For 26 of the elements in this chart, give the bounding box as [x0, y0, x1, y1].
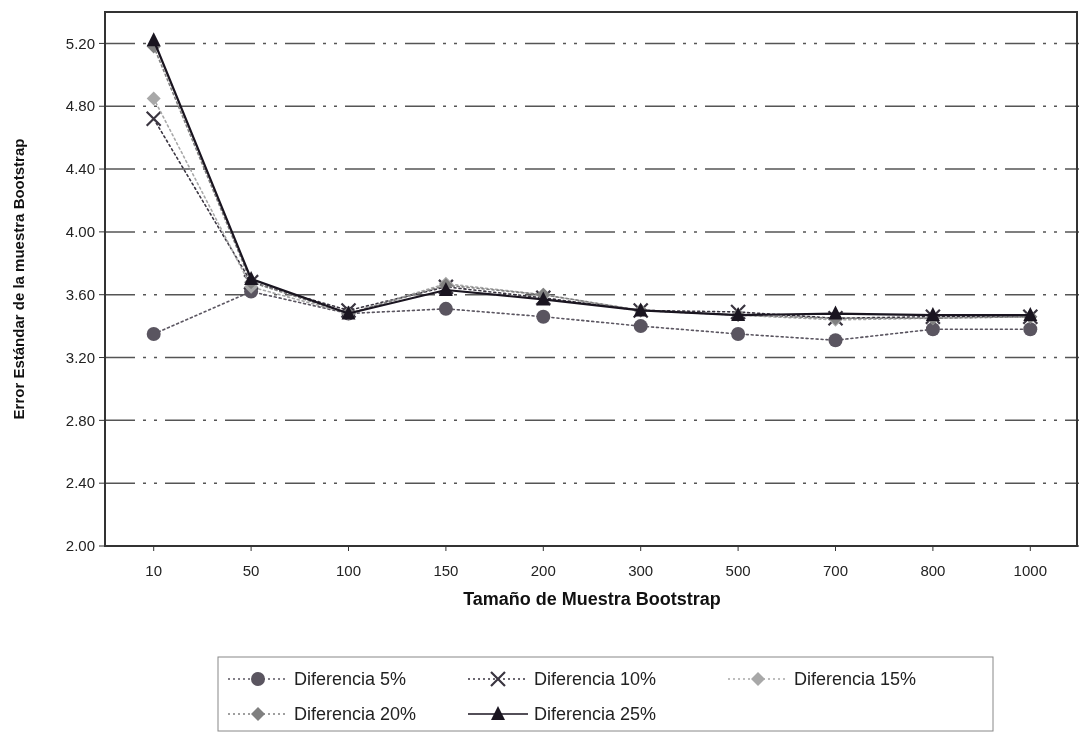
x-tick-label: 700: [822, 562, 849, 579]
y-tick-label: 4.00: [65, 223, 95, 241]
y-tick-label: 4.40: [65, 160, 95, 178]
x-tick-label: 800: [920, 562, 946, 579]
y-tick-label: 3.60: [65, 285, 95, 303]
y-tick-label: 4.80: [65, 97, 95, 115]
legend-label: Diferencia 15%: [794, 669, 917, 690]
legend-label: Diferencia 20%: [294, 704, 417, 725]
x-tick-label: 150: [433, 562, 459, 579]
y-tick-label: 2.40: [65, 474, 95, 492]
legend-label: Diferencia 25%: [534, 704, 657, 725]
y-tick-label: 5.20: [65, 34, 95, 52]
y-tick-label: 2.80: [65, 411, 95, 429]
x-tick-label: 300: [628, 562, 654, 579]
x-tick-label: 50: [242, 562, 260, 579]
legend-label: Diferencia 10%: [534, 669, 657, 690]
x-tick-label: 200: [530, 562, 556, 579]
y-axis-title: Error Estándar de la muestra Bootstrap: [10, 138, 27, 420]
x-tick-label: 100: [335, 562, 362, 579]
y-tick-label: 2.00: [65, 537, 95, 555]
x-tick-label: 10: [145, 562, 163, 579]
x-tick-label: 500: [725, 562, 751, 579]
x-tick-label: 1000: [1013, 562, 1047, 579]
x-axis-title: Tamaño de Muestra Bootstrap: [463, 589, 721, 609]
legend-label: Diferencia 5%: [294, 669, 407, 690]
y-tick-label: 3.20: [65, 348, 95, 366]
